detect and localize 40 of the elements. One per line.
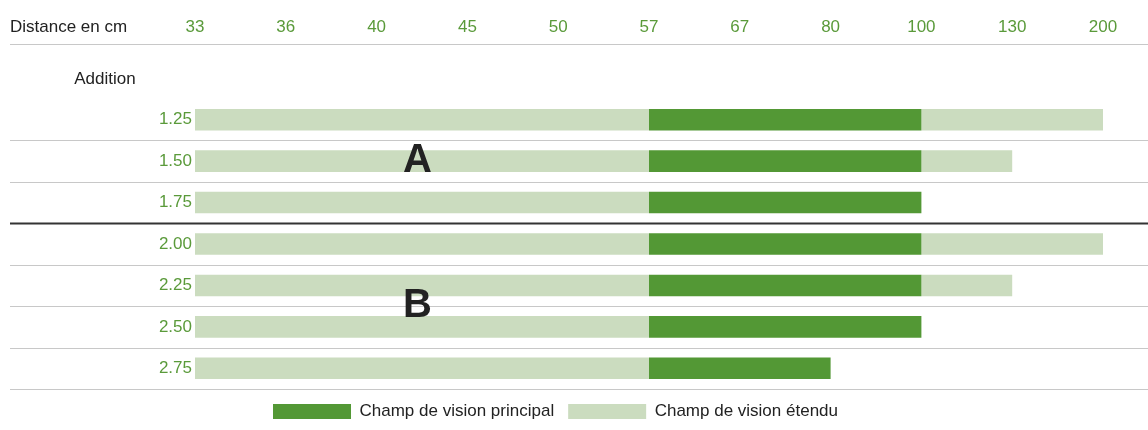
text: 200 bbox=[1088, 16, 1118, 36]
bar bbox=[195, 191, 649, 214]
annotation: A bbox=[403, 136, 432, 181]
text: 36 bbox=[276, 16, 296, 36]
text: 100 bbox=[907, 16, 936, 36]
bar bbox=[649, 274, 922, 297]
text: 130 bbox=[998, 16, 1027, 36]
bar bbox=[195, 233, 649, 255]
y-tick-label: 1.25 bbox=[158, 109, 192, 129]
bar bbox=[195, 108, 649, 131]
bar bbox=[649, 150, 922, 172]
bar bbox=[921, 274, 1013, 297]
bar bbox=[649, 108, 922, 131]
bar bbox=[195, 357, 649, 380]
text: 80 bbox=[821, 16, 841, 36]
text: 40 bbox=[367, 16, 387, 36]
y-axis-title: Addition bbox=[74, 68, 136, 88]
y-tick-label: 2.00 bbox=[158, 233, 192, 253]
y-tick-label: 1.50 bbox=[158, 150, 192, 170]
y-tick-label: 2.50 bbox=[158, 316, 192, 336]
annotation: B bbox=[403, 281, 432, 326]
bar bbox=[649, 357, 831, 380]
y-tick-label: 1.75 bbox=[158, 192, 192, 212]
bar bbox=[921, 233, 1103, 255]
legend-label: Champ de vision principal bbox=[359, 401, 555, 421]
bar bbox=[921, 150, 1013, 172]
y-tick-label: 2.25 bbox=[158, 275, 192, 295]
text: 33 bbox=[185, 16, 205, 36]
bar bbox=[649, 233, 922, 255]
text: 45 bbox=[457, 16, 477, 36]
text: 57 bbox=[639, 16, 659, 36]
bar bbox=[649, 316, 922, 338]
legend-label: Champ de vision étendu bbox=[654, 401, 838, 421]
text: 67 bbox=[730, 16, 750, 36]
bar bbox=[195, 316, 649, 338]
bar bbox=[921, 108, 1103, 131]
y-tick-label: 2.75 bbox=[158, 357, 192, 377]
text: 50 bbox=[548, 16, 568, 36]
bar bbox=[649, 191, 922, 214]
x-axis-title: Distance en cm bbox=[10, 16, 128, 36]
